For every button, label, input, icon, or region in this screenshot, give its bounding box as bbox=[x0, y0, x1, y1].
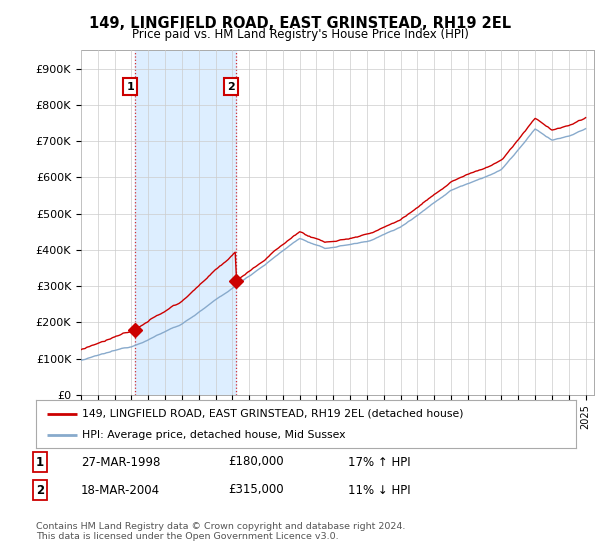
Text: Price paid vs. HM Land Registry's House Price Index (HPI): Price paid vs. HM Land Registry's House … bbox=[131, 28, 469, 41]
Text: 2: 2 bbox=[227, 82, 235, 92]
Text: 11% ↓ HPI: 11% ↓ HPI bbox=[348, 483, 410, 497]
Text: 27-MAR-1998: 27-MAR-1998 bbox=[81, 455, 160, 469]
Text: 149, LINGFIELD ROAD, EAST GRINSTEAD, RH19 2EL (detached house): 149, LINGFIELD ROAD, EAST GRINSTEAD, RH1… bbox=[82, 409, 463, 419]
Text: 2: 2 bbox=[36, 483, 44, 497]
Text: 18-MAR-2004: 18-MAR-2004 bbox=[81, 483, 160, 497]
Text: 17% ↑ HPI: 17% ↑ HPI bbox=[348, 455, 410, 469]
Text: 1: 1 bbox=[127, 82, 134, 92]
Bar bbox=[136, 50, 236, 395]
Text: 1: 1 bbox=[36, 455, 44, 469]
Text: Contains HM Land Registry data © Crown copyright and database right 2024.
This d: Contains HM Land Registry data © Crown c… bbox=[36, 522, 406, 542]
Text: HPI: Average price, detached house, Mid Sussex: HPI: Average price, detached house, Mid … bbox=[82, 430, 346, 440]
Text: £315,000: £315,000 bbox=[228, 483, 284, 497]
Text: 149, LINGFIELD ROAD, EAST GRINSTEAD, RH19 2EL: 149, LINGFIELD ROAD, EAST GRINSTEAD, RH1… bbox=[89, 16, 511, 31]
Text: £180,000: £180,000 bbox=[228, 455, 284, 469]
